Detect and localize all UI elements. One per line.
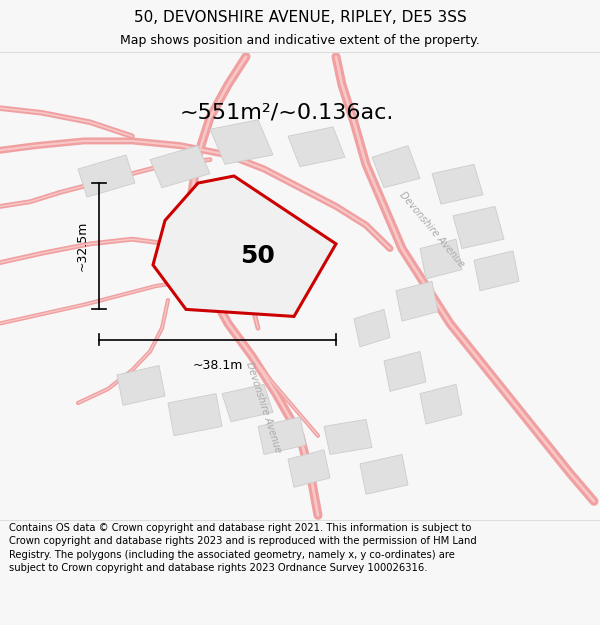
Text: 50, DEVONSHIRE AVENUE, RIPLEY, DE5 3SS: 50, DEVONSHIRE AVENUE, RIPLEY, DE5 3SS: [134, 11, 466, 26]
Polygon shape: [453, 206, 504, 249]
Polygon shape: [210, 120, 273, 164]
Text: ~551m²/~0.136ac.: ~551m²/~0.136ac.: [180, 103, 394, 123]
Polygon shape: [222, 384, 273, 422]
Text: Contains OS data © Crown copyright and database right 2021. This information is : Contains OS data © Crown copyright and d…: [9, 523, 477, 572]
Polygon shape: [372, 146, 420, 188]
Polygon shape: [396, 281, 438, 321]
Polygon shape: [168, 394, 222, 436]
Text: Map shows position and indicative extent of the property.: Map shows position and indicative extent…: [120, 34, 480, 47]
Polygon shape: [117, 366, 165, 406]
Polygon shape: [474, 251, 519, 291]
Text: ~32.5m: ~32.5m: [76, 221, 89, 271]
Polygon shape: [360, 454, 408, 494]
Polygon shape: [288, 450, 330, 488]
Polygon shape: [420, 239, 462, 279]
Polygon shape: [288, 127, 345, 167]
Polygon shape: [432, 164, 483, 204]
Text: Devonshire Avenue: Devonshire Avenue: [245, 361, 283, 454]
Text: 50: 50: [241, 244, 275, 268]
Polygon shape: [324, 419, 372, 454]
Polygon shape: [153, 176, 336, 316]
Polygon shape: [384, 351, 426, 391]
Polygon shape: [420, 384, 462, 424]
Text: Devonshire Avenue: Devonshire Avenue: [398, 190, 466, 269]
Polygon shape: [258, 417, 306, 454]
Text: ~38.1m: ~38.1m: [193, 359, 242, 372]
Polygon shape: [354, 309, 390, 347]
Polygon shape: [78, 155, 135, 197]
Polygon shape: [150, 146, 210, 188]
